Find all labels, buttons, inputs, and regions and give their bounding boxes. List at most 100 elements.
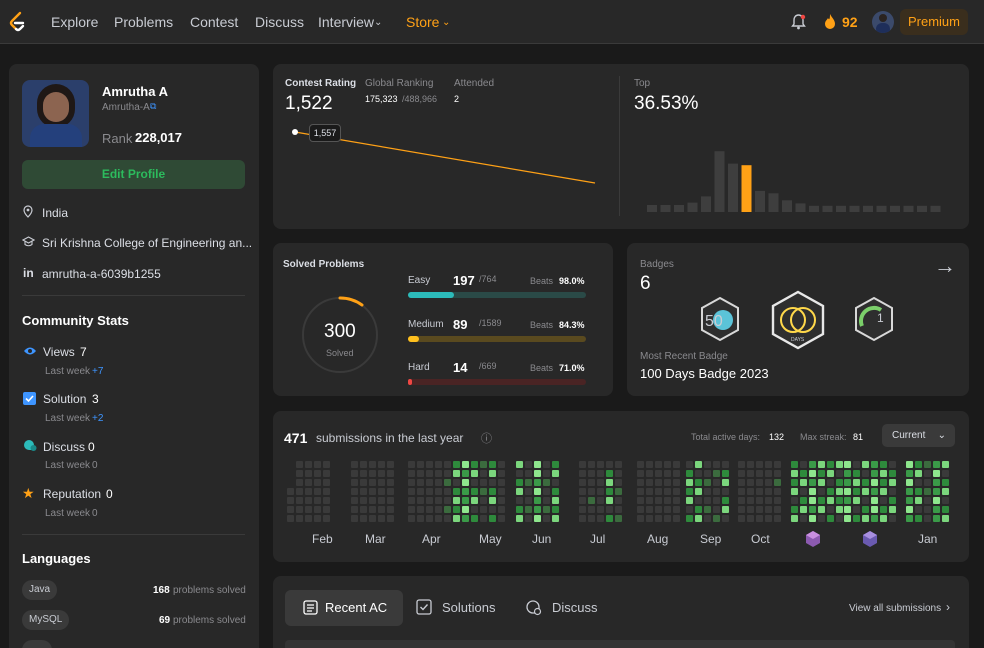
- heatmap-cell: [360, 461, 367, 468]
- submissions-label: submissions in the last year: [316, 431, 464, 445]
- language-tag[interactable]: Java: [22, 580, 58, 600]
- heatmap-cell: [525, 497, 532, 504]
- heatmap-cell: [924, 488, 931, 495]
- eye-icon: [24, 347, 36, 355]
- heatmap-cell: [444, 479, 451, 486]
- heatmap-cell: [534, 488, 541, 495]
- tab-discuss[interactable]: Discuss: [552, 600, 598, 615]
- heatmap-cell: [906, 515, 913, 522]
- heatmap-cell: [655, 461, 662, 468]
- arrow-right-icon[interactable]: →: [934, 253, 956, 278]
- heatmap-cell: [453, 497, 460, 504]
- nav-problems[interactable]: Problems: [114, 14, 174, 30]
- rating-point[interactable]: [292, 129, 298, 135]
- heatmap-cell: [765, 470, 772, 477]
- heatmap-cell: [305, 515, 312, 522]
- nav-contest[interactable]: Contest: [190, 14, 239, 30]
- nav-store[interactable]: Store: [406, 14, 440, 30]
- beats-value: 84.3%: [559, 320, 585, 330]
- heatmap-cell: [588, 461, 595, 468]
- badge-50-days-icon[interactable]: 50: [699, 296, 741, 342]
- heatmap-cell: [818, 497, 825, 504]
- heatmap-cell: [351, 515, 358, 522]
- nav-explore[interactable]: Explore: [51, 14, 99, 30]
- heatmap-cell: [615, 479, 622, 486]
- histogram-bar: [849, 205, 860, 212]
- linkedin-text[interactable]: amrutha-a-6039b1255: [42, 267, 161, 281]
- nav-avatar[interactable]: [872, 11, 894, 33]
- heatmap-cell: [579, 470, 586, 477]
- heatmap-cell: [774, 506, 781, 513]
- view-all-submissions-link[interactable]: View all submissions: [849, 603, 942, 614]
- badge-jan-icon[interactable]: 1: [853, 296, 895, 342]
- heatmap-cell: [516, 470, 523, 477]
- logo-icon[interactable]: [8, 11, 26, 33]
- difficulty-name: Medium: [408, 319, 444, 330]
- heatmap-cell: [880, 497, 887, 504]
- heatmap-cell: [387, 515, 394, 522]
- heatmap-cell: [305, 461, 312, 468]
- badge-100-days-icon[interactable]: DAYS: [770, 290, 826, 350]
- info-icon[interactable]: ⓘ: [481, 433, 492, 445]
- language-tag[interactable]: MySQL: [22, 610, 70, 630]
- heatmap-cell: [387, 497, 394, 504]
- nav-discuss[interactable]: Discuss: [255, 14, 305, 30]
- heatmap-cell: [498, 506, 505, 513]
- heatmap-cell: [871, 461, 878, 468]
- premium-button[interactable]: Premium: [900, 9, 968, 35]
- language-suffix: problems solved: [173, 585, 246, 596]
- heatmap-cell: [880, 506, 887, 513]
- heatmap-cell: [369, 461, 376, 468]
- heatmap-cell: [360, 515, 367, 522]
- reputation-label: Reputation: [43, 487, 102, 501]
- heatmap-cell: [713, 470, 720, 477]
- heatmap-cell: [552, 506, 559, 513]
- list-header: [285, 640, 955, 648]
- tab-recent-ac[interactable]: Recent AC: [285, 590, 404, 626]
- heatmap-cell: [880, 479, 887, 486]
- heatmap-cell: [791, 470, 798, 477]
- heatmap-cell: [435, 470, 442, 477]
- heatmap-cell: [408, 515, 415, 522]
- heatmap-cell: [756, 488, 763, 495]
- heatmap-cell: [637, 515, 644, 522]
- heatmap-cell: [809, 488, 816, 495]
- month-label: Jan: [918, 532, 938, 546]
- rating-tooltip: 1,557: [309, 124, 341, 142]
- language-tag[interactable]: [22, 640, 52, 648]
- heatmap-cell: [915, 497, 922, 504]
- heatmap-cell: [646, 461, 653, 468]
- heatmap-cell: [471, 506, 478, 513]
- heatmap-cell: [305, 506, 312, 513]
- heatmap-cell: [498, 461, 505, 468]
- edit-profile-button[interactable]: Edit Profile: [22, 160, 245, 189]
- beats-value: 98.0%: [559, 276, 585, 286]
- heatmap-cell: [844, 488, 851, 495]
- tab-solutions[interactable]: Solutions: [442, 600, 496, 615]
- copy-icon[interactable]: ⧉: [150, 101, 157, 111]
- solved-total: 300: [324, 321, 356, 342]
- heatmap-cell: [489, 515, 496, 522]
- star-icon: ★: [22, 485, 35, 501]
- heatmap-cell: [408, 470, 415, 477]
- ranking-histogram: [647, 151, 941, 212]
- heatmap-cell: [516, 479, 523, 486]
- heatmap-cell: [305, 488, 312, 495]
- heatmap-cell: [378, 515, 385, 522]
- profile-username: Amrutha-A: [102, 102, 150, 113]
- histogram-bar: [714, 151, 725, 212]
- nav-interview[interactable]: Interview: [318, 14, 375, 30]
- discuss-label: Discuss: [43, 440, 86, 454]
- heatmap-cell: [369, 515, 376, 522]
- heatmap-cell: [552, 497, 559, 504]
- heatmap-cell: [646, 479, 653, 486]
- heatmap-cell: [655, 488, 662, 495]
- bell-icon[interactable]: [791, 14, 806, 30]
- difficulty-progress-fill: [408, 379, 412, 385]
- linkedin-icon: in: [23, 266, 34, 280]
- year-dropdown[interactable]: Current ⌄: [882, 424, 955, 447]
- heatmap-cell: [637, 461, 644, 468]
- heatmap-cell: [862, 506, 869, 513]
- heatmap-cell: [704, 461, 711, 468]
- heatmap-cell: [637, 497, 644, 504]
